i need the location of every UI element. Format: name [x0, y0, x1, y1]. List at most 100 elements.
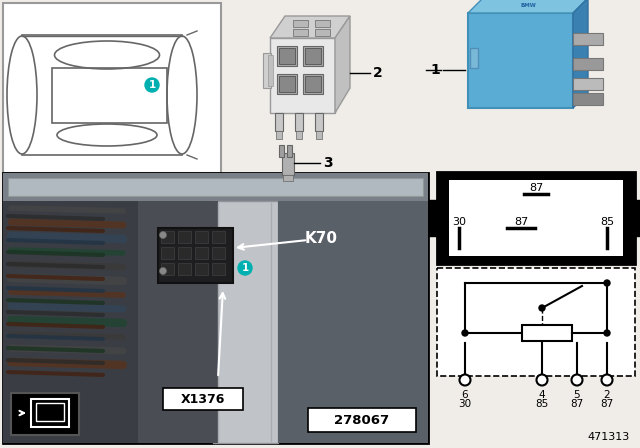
- Bar: [295, 113, 303, 131]
- Bar: [315, 113, 323, 131]
- Bar: [275, 113, 283, 131]
- Bar: [437, 268, 635, 376]
- Text: 1: 1: [148, 80, 156, 90]
- Bar: [293, 20, 308, 27]
- Circle shape: [604, 280, 610, 286]
- Bar: [633, 200, 640, 236]
- Bar: [573, 93, 603, 105]
- Bar: [277, 46, 297, 66]
- Bar: [31, 399, 69, 427]
- Bar: [178, 247, 191, 259]
- Bar: [195, 247, 208, 259]
- Text: 4: 4: [539, 390, 545, 400]
- Bar: [3, 201, 138, 443]
- Bar: [470, 48, 478, 68]
- Bar: [161, 263, 174, 275]
- Text: 30: 30: [452, 217, 466, 227]
- Bar: [296, 131, 302, 139]
- Text: 87: 87: [514, 217, 528, 227]
- Bar: [279, 48, 295, 64]
- Circle shape: [238, 261, 252, 275]
- Bar: [178, 263, 191, 275]
- Bar: [36, 403, 64, 421]
- Bar: [3, 173, 428, 201]
- Text: 85: 85: [600, 217, 614, 227]
- Polygon shape: [335, 16, 350, 113]
- Bar: [437, 172, 635, 264]
- Bar: [279, 76, 295, 92]
- Text: K70: K70: [305, 231, 337, 246]
- Bar: [573, 78, 603, 90]
- Text: 3: 3: [323, 156, 333, 170]
- Text: 30: 30: [458, 399, 472, 409]
- Bar: [163, 388, 243, 410]
- Circle shape: [159, 232, 166, 238]
- Text: 87: 87: [600, 399, 614, 409]
- Bar: [573, 58, 603, 70]
- Bar: [316, 131, 322, 139]
- Text: 87: 87: [570, 399, 584, 409]
- Bar: [303, 46, 323, 66]
- Text: 278067: 278067: [335, 414, 390, 426]
- Bar: [277, 74, 297, 94]
- Bar: [195, 231, 208, 243]
- Bar: [212, 231, 225, 243]
- Bar: [305, 76, 321, 92]
- Bar: [438, 5, 623, 160]
- Bar: [522, 325, 572, 341]
- Circle shape: [572, 375, 582, 385]
- Bar: [212, 263, 225, 275]
- Circle shape: [536, 375, 547, 385]
- Circle shape: [602, 375, 612, 385]
- Bar: [308, 408, 416, 432]
- Bar: [303, 74, 323, 94]
- Bar: [305, 48, 321, 64]
- Text: 6: 6: [461, 390, 468, 400]
- Bar: [293, 29, 308, 36]
- Bar: [315, 29, 330, 36]
- Circle shape: [539, 305, 545, 311]
- Bar: [158, 228, 233, 283]
- Bar: [468, 13, 573, 108]
- Bar: [287, 145, 292, 157]
- Bar: [212, 247, 225, 259]
- Bar: [301, 228, 343, 248]
- Bar: [178, 231, 191, 243]
- Text: BMW: BMW: [520, 3, 536, 8]
- Bar: [449, 180, 623, 256]
- Text: 2: 2: [373, 66, 383, 80]
- Polygon shape: [573, 0, 588, 108]
- Bar: [278, 201, 428, 443]
- Bar: [283, 175, 293, 181]
- Bar: [279, 145, 284, 157]
- Bar: [315, 20, 330, 27]
- Bar: [276, 131, 282, 139]
- Bar: [213, 201, 278, 443]
- Bar: [3, 173, 428, 443]
- Bar: [8, 178, 423, 196]
- Bar: [161, 247, 174, 259]
- Bar: [138, 201, 218, 443]
- Text: 471313: 471313: [588, 432, 630, 442]
- Text: 85: 85: [536, 399, 548, 409]
- Bar: [52, 68, 167, 123]
- Text: 2: 2: [604, 390, 611, 400]
- Text: 87: 87: [529, 183, 543, 193]
- Text: 1: 1: [241, 263, 248, 273]
- Circle shape: [145, 78, 159, 92]
- Bar: [282, 153, 294, 175]
- Circle shape: [460, 375, 470, 385]
- Circle shape: [462, 330, 468, 336]
- Text: X1376: X1376: [181, 392, 225, 405]
- Text: 5: 5: [573, 390, 580, 400]
- Bar: [195, 263, 208, 275]
- Bar: [268, 55, 273, 86]
- Bar: [573, 33, 603, 45]
- Bar: [161, 231, 174, 243]
- Bar: [427, 200, 439, 236]
- Circle shape: [604, 330, 610, 336]
- Circle shape: [159, 267, 166, 275]
- Bar: [3, 3, 221, 173]
- Bar: [11, 393, 79, 435]
- Bar: [263, 53, 271, 88]
